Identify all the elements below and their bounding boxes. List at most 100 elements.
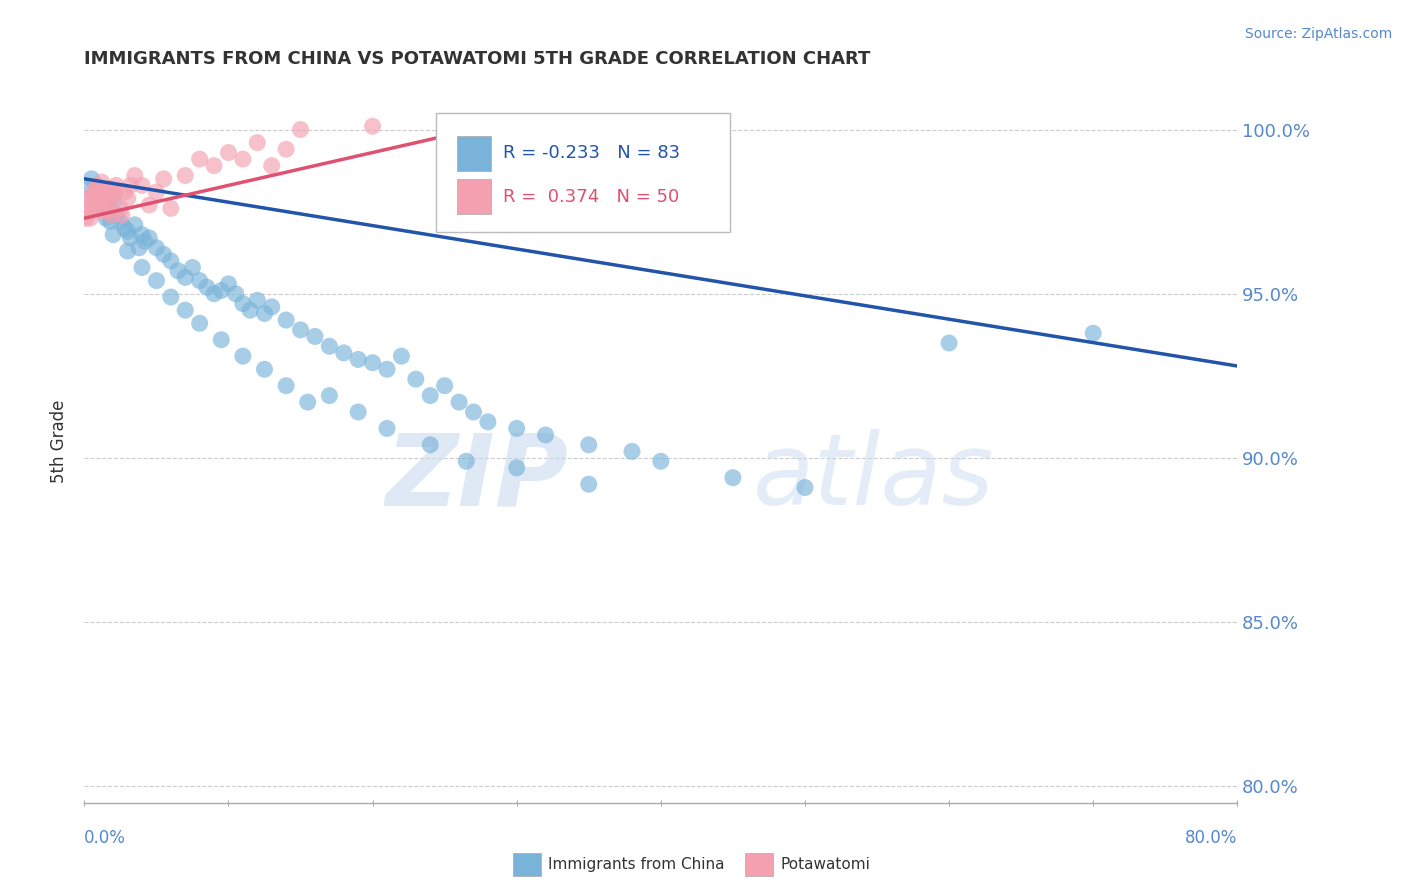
- Point: [83, 198, 105, 212]
- Point: [86, 194, 108, 209]
- Text: R =  0.374   N = 50: R = 0.374 N = 50: [503, 187, 679, 205]
- Point: [93, 202, 115, 216]
- Point: [506, 421, 529, 435]
- Point: [96, 204, 118, 219]
- Point: [232, 296, 254, 310]
- Point: [98, 204, 121, 219]
- Point: [218, 145, 240, 160]
- Point: [253, 362, 276, 376]
- Text: IMMIGRANTS FROM CHINA VS POTAWATOMI 5TH GRADE CORRELATION CHART: IMMIGRANTS FROM CHINA VS POTAWATOMI 5TH …: [84, 50, 870, 68]
- Point: [104, 185, 127, 199]
- Point: [96, 198, 118, 212]
- Point: [82, 192, 104, 206]
- Point: [128, 241, 150, 255]
- Point: [347, 352, 370, 367]
- Point: [152, 171, 174, 186]
- Point: [114, 221, 136, 235]
- Point: [167, 264, 190, 278]
- Point: [80, 171, 103, 186]
- Point: [79, 211, 101, 226]
- Point: [721, 471, 744, 485]
- Point: [89, 192, 111, 206]
- Point: [938, 336, 960, 351]
- Point: [318, 339, 340, 353]
- Point: [93, 188, 115, 202]
- Point: [456, 454, 478, 468]
- Point: [76, 202, 98, 216]
- Point: [120, 231, 142, 245]
- Point: [188, 316, 211, 330]
- Point: [174, 169, 197, 183]
- Point: [375, 421, 398, 435]
- Point: [124, 169, 146, 183]
- Point: [134, 234, 156, 248]
- Point: [105, 208, 128, 222]
- Point: [195, 280, 218, 294]
- Point: [114, 185, 136, 199]
- Point: [333, 346, 356, 360]
- Point: [103, 227, 124, 242]
- Point: [794, 481, 817, 495]
- Text: atlas: atlas: [754, 429, 994, 526]
- Point: [79, 204, 101, 219]
- Point: [232, 349, 254, 363]
- Point: [433, 378, 456, 392]
- Point: [246, 136, 269, 150]
- Text: Source: ZipAtlas.com: Source: ZipAtlas.com: [1244, 27, 1392, 41]
- Point: [94, 211, 117, 226]
- Point: [77, 182, 100, 196]
- Point: [145, 185, 167, 199]
- Point: [145, 274, 167, 288]
- Point: [218, 277, 240, 291]
- Point: [477, 415, 499, 429]
- Point: [90, 192, 112, 206]
- Point: [86, 178, 108, 193]
- Point: [246, 293, 269, 308]
- FancyBboxPatch shape: [457, 136, 491, 170]
- Point: [138, 231, 160, 245]
- Point: [419, 388, 441, 402]
- Text: 80.0%: 80.0%: [1185, 829, 1237, 847]
- Point: [225, 286, 247, 301]
- Point: [94, 188, 117, 202]
- Point: [209, 284, 232, 298]
- Point: [304, 329, 326, 343]
- Point: [506, 120, 529, 134]
- Point: [449, 395, 471, 409]
- Point: [117, 192, 139, 206]
- Text: ZIP: ZIP: [385, 429, 568, 526]
- FancyBboxPatch shape: [457, 179, 491, 214]
- Point: [174, 270, 197, 285]
- Point: [90, 175, 112, 189]
- Point: [87, 185, 110, 199]
- Point: [181, 260, 204, 275]
- Point: [391, 349, 413, 363]
- Point: [87, 182, 110, 196]
- Point: [98, 182, 121, 196]
- Point: [239, 303, 262, 318]
- Point: [97, 185, 120, 199]
- Point: [276, 378, 298, 392]
- Point: [77, 192, 100, 206]
- Point: [105, 178, 128, 193]
- Point: [98, 214, 121, 228]
- Point: [419, 438, 441, 452]
- Point: [94, 194, 117, 209]
- Point: [82, 185, 104, 199]
- Point: [253, 306, 276, 320]
- Point: [209, 333, 232, 347]
- Point: [202, 159, 225, 173]
- Point: [463, 405, 485, 419]
- Point: [1083, 326, 1105, 341]
- Point: [87, 182, 110, 196]
- Point: [361, 356, 384, 370]
- Point: [290, 122, 312, 136]
- Point: [260, 159, 283, 173]
- Point: [433, 136, 456, 150]
- Point: [131, 227, 153, 242]
- Point: [621, 444, 644, 458]
- Point: [578, 477, 600, 491]
- Point: [276, 142, 298, 156]
- Point: [375, 362, 398, 376]
- Point: [110, 214, 132, 228]
